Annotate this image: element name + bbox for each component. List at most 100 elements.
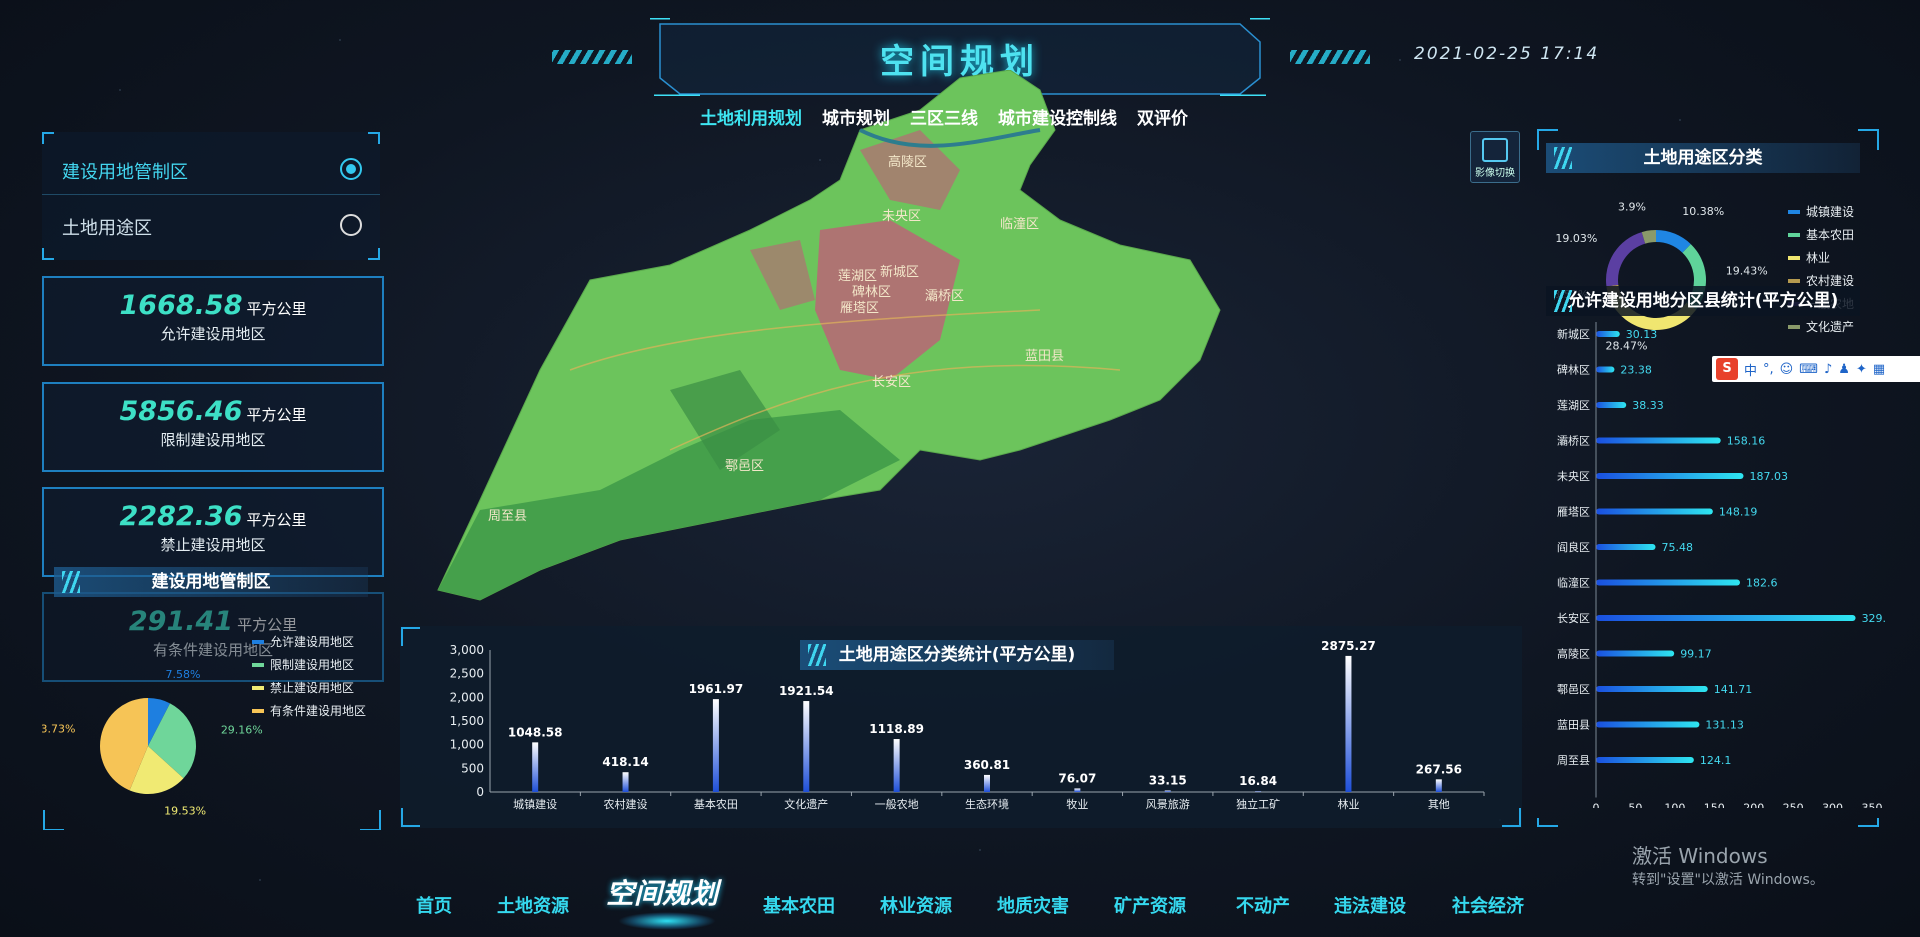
- ime-toolbar[interactable]: S 中 °, ☺ ⌨ ♪ ♟ ✦ ▦: [1712, 356, 1920, 382]
- y-tick-label: 500: [461, 761, 484, 775]
- district-bar: [1596, 508, 1713, 515]
- legend-label: 林业: [1806, 251, 1830, 265]
- district-map[interactable]: 灞桥区 新城区 莲湖区 碑林区 雁塔区 未央区 长安区 高陵区 临潼区 蓝田县 …: [420, 70, 1500, 670]
- district-value-label: 158.16: [1727, 435, 1766, 448]
- control-zone-title: 建设用地管制区: [54, 567, 368, 597]
- district-value-label: 187.03: [1749, 470, 1788, 483]
- imagery-switch-button[interactable]: 影像切换: [1470, 131, 1520, 183]
- nav-land-resources[interactable]: 土地资源: [497, 896, 569, 917]
- layer-option-label: 建设用地管制区: [62, 162, 188, 183]
- district-label: 新城区: [1557, 327, 1590, 341]
- district-value-label: 148.19: [1719, 506, 1758, 519]
- sub-nav: 土地利用规划 城市规划 三区三线 城市建设控制线 双评价: [700, 104, 1188, 129]
- district-value-label: 124.1: [1700, 754, 1732, 767]
- layer-option-control-zone[interactable]: 建设用地管制区: [42, 132, 380, 195]
- usage-bar: [622, 772, 629, 792]
- x-tick-label: 250: [1783, 802, 1804, 809]
- ime-mode[interactable]: 中: [1744, 363, 1758, 379]
- nav-geohazard[interactable]: 地质灾害: [997, 896, 1069, 917]
- nav-basic-farmland[interactable]: 基本农田: [763, 896, 835, 917]
- nav-illegal-building[interactable]: 违法建设: [1334, 896, 1406, 917]
- x-tick-label: 200: [1743, 802, 1764, 809]
- windows-activation-watermark: 激活 Windows 转到"设置"以激活 Windows。: [1632, 840, 1824, 889]
- pie-value-label: 7.58%: [165, 668, 200, 681]
- skin-icon[interactable]: ✦: [1855, 361, 1867, 377]
- usage-bar-title: 土地用途区分类统计(平方公里): [800, 640, 1114, 670]
- district-value-label: 329.17: [1862, 612, 1886, 625]
- usage-value-label: 16.84: [1239, 774, 1277, 788]
- layer-option-label: 土地用途区: [62, 218, 152, 239]
- district-bar: [1596, 757, 1694, 763]
- map-label-xincheng: 新城区: [880, 264, 919, 280]
- nav-home[interactable]: 首页: [416, 896, 452, 917]
- usage-bar: [1435, 779, 1442, 792]
- x-tick-label: 0: [1593, 802, 1600, 809]
- district-bar: [1596, 650, 1675, 657]
- watermark-line1: 激活 Windows: [1632, 844, 1768, 868]
- district-label: 未央区: [1557, 470, 1590, 483]
- district-bar: [1596, 437, 1721, 444]
- stat-value: 291.41: [128, 606, 234, 637]
- layer-option-usage-zone[interactable]: 土地用途区: [42, 194, 380, 254]
- x-category-label: 城镇建设: [513, 797, 557, 811]
- usage-bar: [1345, 655, 1352, 792]
- y-tick-label: 2,500: [450, 667, 484, 681]
- subnav-land-use-plan[interactable]: 土地利用规划: [700, 109, 802, 129]
- emoji-icon[interactable]: ☺: [1779, 361, 1794, 377]
- map-label-baqiao: 灞桥区: [925, 289, 964, 304]
- subnav-three-zones[interactable]: 三区三线: [910, 109, 978, 129]
- y-tick-label: 1,000: [450, 738, 484, 752]
- subnav-urban-plan[interactable]: 城市规划: [822, 109, 890, 129]
- menu-grid-icon[interactable]: ▦: [1872, 361, 1886, 377]
- district-label: 灞桥区: [1557, 435, 1590, 448]
- subnav-control-lines[interactable]: 城市建设控制线: [998, 109, 1117, 129]
- district-bar: [1596, 544, 1656, 550]
- legend-swatch: [1788, 233, 1800, 237]
- map-label-beilin: 碑林区: [852, 284, 891, 300]
- usage-value-label: 267.56: [1416, 762, 1462, 776]
- x-category-label: 独立工矿: [1236, 797, 1280, 811]
- donut-slice: [1609, 294, 1697, 330]
- donut-value-label: 10.38%: [1682, 205, 1724, 218]
- legend-swatch: [252, 663, 264, 667]
- map-label-gaoling: 高陵区: [888, 154, 927, 170]
- right-panel-frame: [1537, 129, 1879, 827]
- stat-card-restricted: 5856.46 平方公里 限制建设用地区: [42, 382, 384, 472]
- x-category-label: 风景旅游: [1146, 797, 1190, 811]
- x-category-label: 基本农田: [694, 797, 738, 811]
- map-label-yanta: 雁塔区: [840, 301, 879, 316]
- radio-unselected-icon[interactable]: [340, 214, 362, 236]
- district-value-label: 131.13: [1705, 719, 1744, 732]
- legend-swatch: [252, 640, 264, 644]
- punctuation-icon[interactable]: °,: [1763, 361, 1774, 377]
- user-icon[interactable]: ♟: [1838, 361, 1850, 377]
- usage-bar: [712, 699, 719, 792]
- stat-value: 2282.36: [119, 501, 243, 532]
- header-stripes-right: [1290, 50, 1370, 64]
- pie-value-label: 43.73%: [42, 722, 75, 735]
- nav-spatial-planning[interactable]: 空间规划: [606, 877, 719, 910]
- nav-socio-economy[interactable]: 社会经济: [1452, 896, 1524, 917]
- pie-value-label: 29.16%: [221, 724, 263, 737]
- district-value-label: 182.6: [1746, 577, 1778, 590]
- legend-label: 限制建设用地区: [270, 658, 354, 672]
- district-value-label: 30.13: [1626, 328, 1658, 341]
- subnav-dual-evaluation[interactable]: 双评价: [1137, 109, 1188, 129]
- nav-minerals[interactable]: 矿产资源: [1114, 896, 1186, 917]
- keyboard-icon[interactable]: ⌨: [1799, 361, 1818, 377]
- usage-value-label: 1961.97: [689, 682, 744, 696]
- x-category-label: 生态环境: [965, 797, 1009, 811]
- legend-swatch: [1788, 325, 1800, 329]
- district-value-label: 141.71: [1714, 683, 1753, 696]
- datetime-display: 2021-02-25 17:14: [1414, 44, 1600, 64]
- usage-bar: [984, 774, 990, 792]
- header-frame: [650, 18, 1270, 96]
- nav-real-estate[interactable]: 不动产: [1236, 896, 1290, 917]
- usage-value-label: 1921.54: [779, 684, 834, 698]
- microphone-icon[interactable]: ♪: [1823, 361, 1833, 377]
- district-label: 临潼区: [1557, 576, 1590, 590]
- sogou-logo-icon: S: [1716, 358, 1738, 380]
- y-tick-label: 0: [476, 785, 484, 799]
- radio-selected-icon[interactable]: [340, 158, 362, 180]
- nav-forestry[interactable]: 林业资源: [880, 896, 952, 917]
